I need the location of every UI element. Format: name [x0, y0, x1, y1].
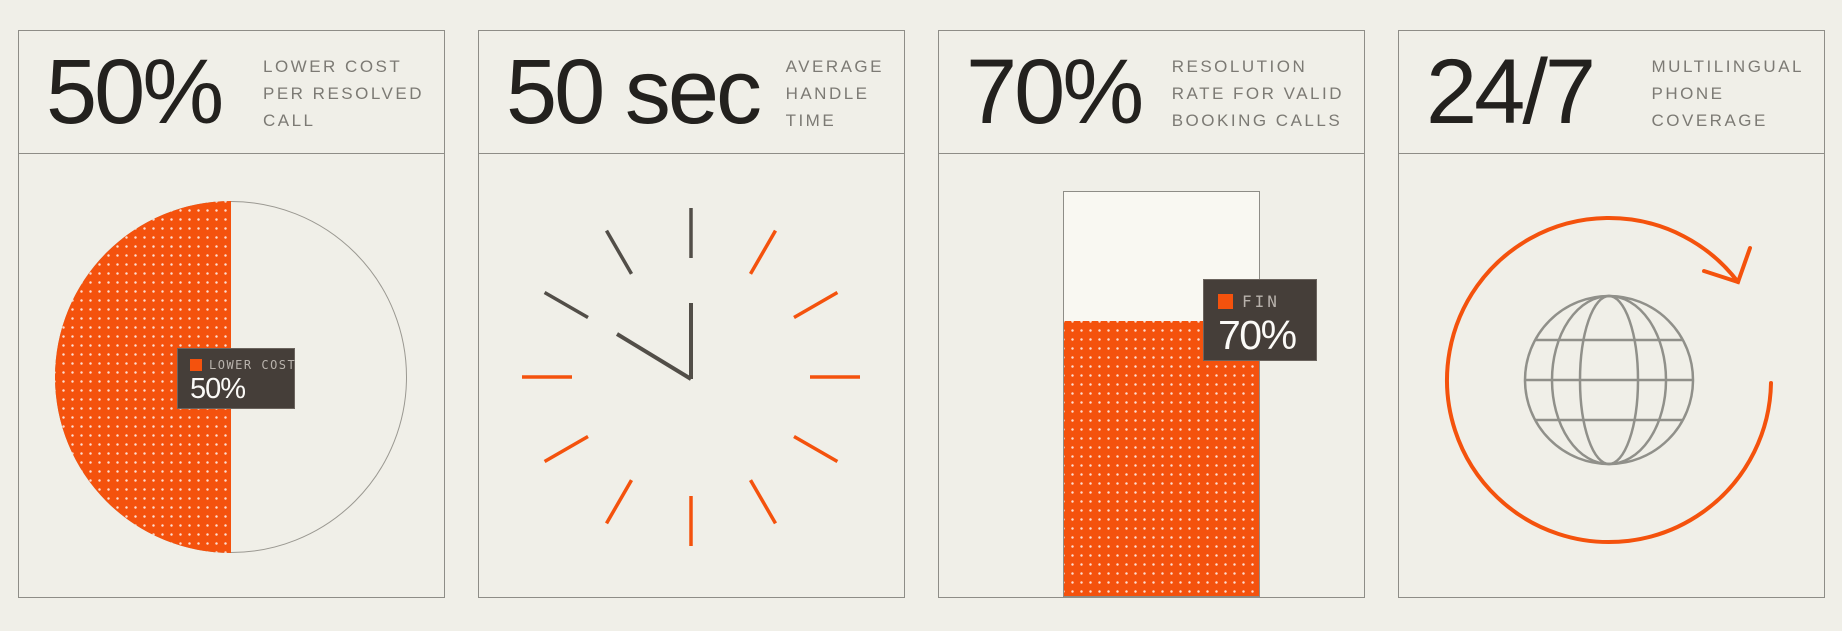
bar-fill: [1064, 321, 1259, 596]
tooltip-label: FIN: [1242, 292, 1280, 311]
tooltip-value: 50%: [190, 373, 246, 405]
card-header: 50% LOWER COST PER RESOLVED CALL: [19, 31, 444, 154]
tooltip-label-row: FIN: [1218, 292, 1302, 311]
stat-card-resolution-rate: 70% RESOLUTION RATE FOR VALID BOOKING CA…: [938, 30, 1365, 598]
hour-hand: [615, 332, 693, 381]
pie-chart: LOWER COST 50%: [19, 154, 444, 597]
stat-value: 50 sec: [506, 40, 762, 143]
stat-value: 70%: [966, 40, 1144, 143]
tooltip-label-row: LOWER COST: [190, 358, 295, 372]
pie-tooltip: LOWER COST 50%: [177, 348, 295, 409]
stat-card-coverage: 24/7 MULTILINGUAL PHONE COVERAGE: [1398, 30, 1825, 598]
stat-value: 50%: [46, 40, 224, 143]
clock-illustration: [479, 154, 904, 597]
stat-label: MULTILINGUAL PHONE COVERAGE: [1651, 56, 1804, 130]
stat-value: 24/7: [1426, 40, 1596, 143]
rotation-arrow-icon: [1445, 216, 1773, 545]
card-header: 50 sec AVERAGE HANDLE TIME: [479, 31, 904, 154]
stats-row: 50% LOWER COST PER RESOLVED CALL LOWER C…: [18, 30, 1825, 598]
tooltip-label: LOWER COST: [209, 358, 297, 372]
legend-swatch-icon: [190, 359, 202, 371]
stat-label: LOWER COST PER RESOLVED CALL: [262, 56, 424, 130]
tooltip-value: 70%: [1218, 312, 1297, 358]
globe-illustration: [1399, 154, 1824, 597]
stat-card-handle-time: 50 sec AVERAGE HANDLE TIME: [478, 30, 905, 598]
bar-chart: FIN 70%: [939, 154, 1364, 597]
card-header: 70% RESOLUTION RATE FOR VALID BOOKING CA…: [939, 31, 1364, 154]
globe-icon: [1445, 216, 1773, 545]
legend-swatch-icon: [1218, 294, 1233, 309]
stat-card-lower-cost: 50% LOWER COST PER RESOLVED CALL LOWER C…: [18, 30, 445, 598]
stat-label: AVERAGE HANDLE TIME: [785, 56, 884, 130]
stat-label: RESOLUTION RATE FOR VALID BOOKING CALLS: [1171, 56, 1344, 130]
bar-tooltip: FIN 70%: [1203, 279, 1317, 361]
bar-track: [1063, 191, 1260, 597]
card-header: 24/7 MULTILINGUAL PHONE COVERAGE: [1399, 31, 1824, 154]
clock-icon: [522, 208, 860, 546]
